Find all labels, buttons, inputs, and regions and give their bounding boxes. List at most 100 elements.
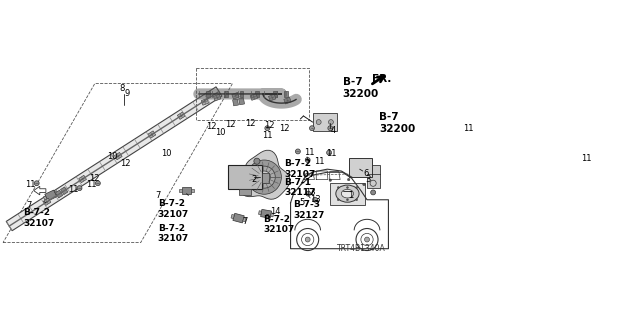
Polygon shape	[79, 175, 86, 183]
Ellipse shape	[341, 189, 353, 198]
Circle shape	[356, 187, 358, 188]
Circle shape	[356, 199, 358, 201]
Bar	[312, 113, 337, 131]
Polygon shape	[182, 187, 191, 194]
Text: 11: 11	[26, 180, 36, 189]
Polygon shape	[55, 190, 63, 198]
Text: 12: 12	[206, 122, 217, 131]
Text: 11: 11	[463, 124, 473, 133]
Polygon shape	[260, 209, 271, 218]
Polygon shape	[201, 99, 209, 105]
Text: 10: 10	[107, 152, 117, 162]
Polygon shape	[239, 150, 290, 199]
Circle shape	[305, 157, 310, 163]
Text: 11: 11	[68, 185, 79, 194]
Text: 11: 11	[314, 157, 324, 166]
Text: 12: 12	[279, 124, 290, 133]
Polygon shape	[271, 213, 274, 217]
Bar	[349, 158, 372, 177]
Text: 13: 13	[310, 195, 321, 204]
Circle shape	[585, 153, 589, 157]
Text: B-7-2
32107: B-7-2 32107	[158, 199, 189, 219]
Text: 7: 7	[27, 201, 32, 210]
Polygon shape	[148, 131, 156, 138]
Text: 6: 6	[363, 169, 369, 178]
Circle shape	[306, 191, 311, 196]
Text: B-7
32200: B-7 32200	[342, 77, 379, 99]
Bar	[262, 173, 269, 183]
Circle shape	[310, 126, 314, 131]
Text: 14: 14	[270, 207, 280, 217]
Polygon shape	[232, 92, 239, 99]
Circle shape	[465, 121, 470, 126]
Circle shape	[254, 158, 260, 164]
Text: 11: 11	[580, 154, 591, 163]
Circle shape	[316, 120, 321, 124]
Text: 11: 11	[304, 148, 315, 157]
Text: 3: 3	[365, 175, 371, 184]
Text: B-7-2
32107: B-7-2 32107	[284, 159, 316, 179]
Ellipse shape	[336, 185, 359, 202]
Text: 12: 12	[90, 174, 100, 183]
Polygon shape	[214, 94, 221, 101]
Circle shape	[326, 150, 332, 155]
Bar	[255, 91, 259, 97]
Bar	[284, 91, 288, 97]
Polygon shape	[239, 98, 244, 105]
Circle shape	[305, 237, 310, 242]
Bar	[239, 189, 251, 196]
Text: 4: 4	[331, 126, 336, 135]
Polygon shape	[43, 198, 51, 205]
Bar	[330, 183, 365, 205]
Circle shape	[312, 197, 317, 202]
Circle shape	[365, 237, 369, 242]
Polygon shape	[54, 191, 58, 195]
Polygon shape	[232, 99, 239, 106]
Polygon shape	[61, 187, 68, 195]
Text: FR.: FR.	[372, 74, 391, 84]
Circle shape	[258, 171, 270, 183]
Circle shape	[261, 174, 268, 180]
Polygon shape	[44, 196, 47, 200]
Circle shape	[77, 186, 82, 191]
Bar	[240, 91, 243, 97]
Polygon shape	[243, 218, 246, 222]
Text: 13: 13	[305, 188, 316, 197]
Circle shape	[328, 120, 333, 124]
Circle shape	[296, 149, 300, 154]
Polygon shape	[284, 97, 291, 104]
Text: 12: 12	[264, 121, 275, 130]
Circle shape	[328, 126, 333, 131]
Text: 7: 7	[155, 191, 161, 200]
Circle shape	[346, 199, 348, 201]
Polygon shape	[233, 213, 244, 223]
Text: 12: 12	[120, 158, 131, 168]
Text: 2: 2	[252, 175, 257, 184]
Bar	[206, 91, 210, 97]
Polygon shape	[269, 94, 276, 101]
Circle shape	[363, 183, 365, 186]
Text: 12: 12	[225, 120, 236, 129]
Text: 1: 1	[349, 191, 354, 200]
Text: B-7-2
32107: B-7-2 32107	[158, 224, 189, 243]
Polygon shape	[259, 211, 262, 215]
Text: 10: 10	[161, 149, 172, 158]
Text: 12: 12	[246, 119, 256, 128]
Polygon shape	[231, 214, 234, 219]
Bar	[273, 91, 277, 97]
Polygon shape	[45, 190, 57, 201]
Polygon shape	[115, 152, 122, 160]
Circle shape	[247, 160, 282, 194]
Text: 10: 10	[215, 128, 225, 137]
Bar	[225, 91, 228, 97]
Text: 9: 9	[125, 89, 130, 99]
Circle shape	[348, 178, 350, 181]
Text: 5: 5	[299, 198, 304, 207]
Text: TRT4B1340A: TRT4B1340A	[337, 244, 385, 253]
Text: B-7-2
32107: B-7-2 32107	[23, 208, 54, 228]
Circle shape	[337, 187, 339, 188]
Text: B-7-3
32127: B-7-3 32127	[294, 200, 325, 220]
Text: 7: 7	[242, 217, 248, 226]
Bar	[367, 165, 380, 188]
Circle shape	[265, 126, 270, 131]
